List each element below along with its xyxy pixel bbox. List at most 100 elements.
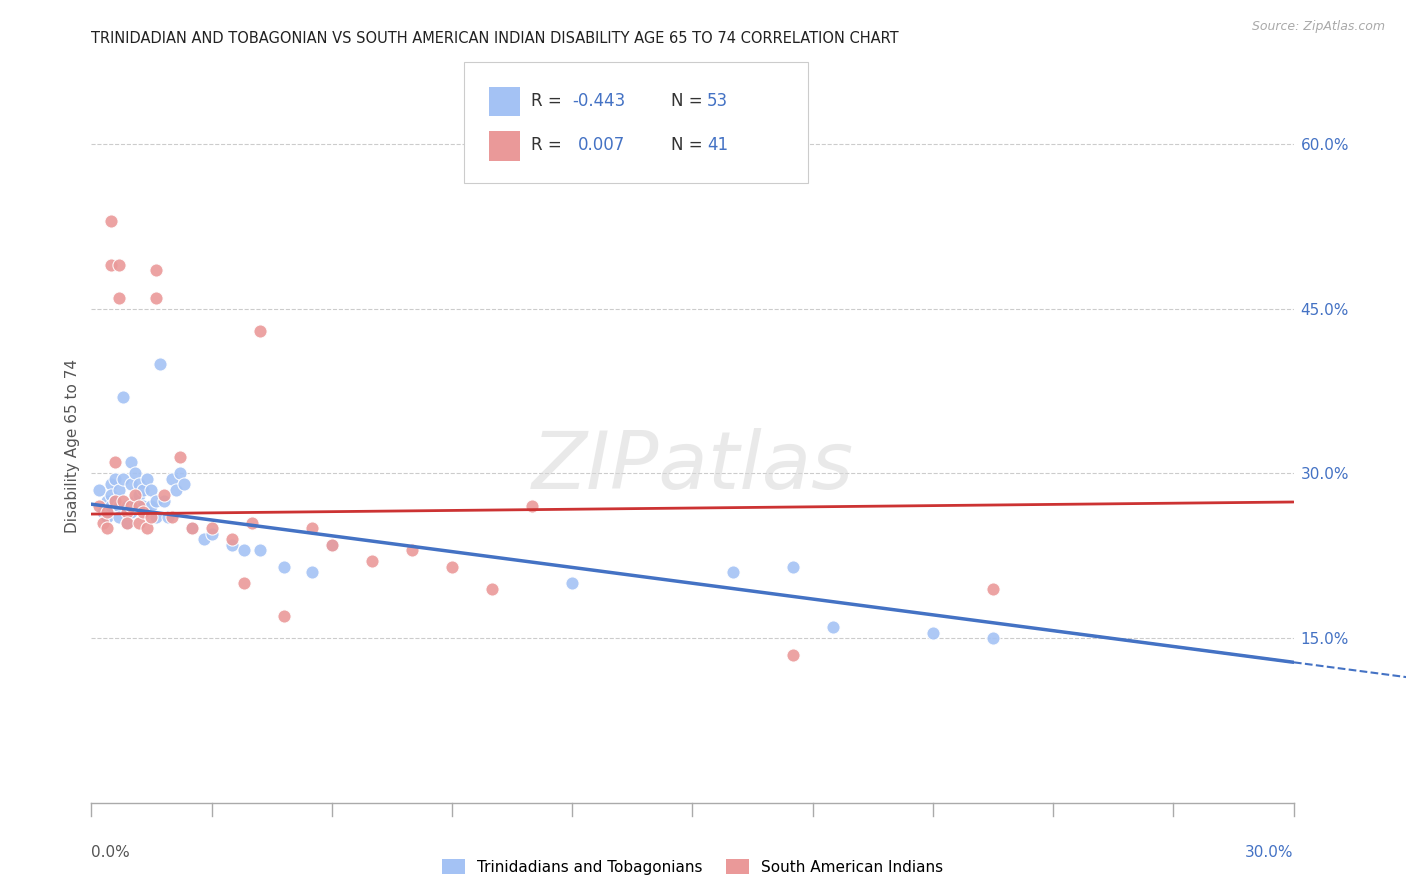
Point [301,521,323,535]
Text: -0.443: -0.443 [572,92,626,110]
Point [522,500,544,514]
Point [169,467,191,481]
Point [481,582,503,596]
Point [160,472,183,486]
Point [145,263,167,277]
Point [240,516,263,530]
Point [169,450,191,464]
Point [136,521,159,535]
Point [321,538,343,552]
Point [922,625,945,640]
Point [128,516,150,530]
Point [104,472,127,486]
Point [132,483,155,497]
Point [112,390,135,404]
Point [321,538,343,552]
Point [136,472,159,486]
Point [100,500,122,514]
Point [301,566,323,580]
Point [249,324,271,338]
Point [108,258,131,272]
Point [152,494,174,508]
Point [152,488,174,502]
Point [141,483,163,497]
Point [981,631,1004,645]
Point [96,494,118,508]
Point [121,505,143,519]
Point [100,258,122,272]
Point [121,477,143,491]
Point [121,455,143,469]
Point [128,488,150,502]
Point [117,516,139,530]
Point [145,291,167,305]
Point [108,291,131,305]
Point [173,477,195,491]
Point [561,576,583,591]
Point [104,455,127,469]
Point [165,483,187,497]
Point [721,566,744,580]
Text: 41: 41 [707,136,728,154]
Point [128,477,150,491]
Point [108,483,131,497]
Text: 53: 53 [707,92,728,110]
Point [201,521,224,535]
Point [782,559,804,574]
Point [981,582,1004,596]
Point [93,505,115,519]
Point [128,500,150,514]
Text: Source: ZipAtlas.com: Source: ZipAtlas.com [1251,20,1385,33]
Point [100,488,122,502]
Point [180,521,202,535]
Point [96,521,118,535]
Point [273,559,295,574]
Text: ZIPatlas: ZIPatlas [531,428,853,507]
Legend: Trinidadians and Tobagonians, South American Indians: Trinidadians and Tobagonians, South Amer… [436,853,949,880]
Point [180,521,202,535]
Point [148,357,170,371]
Point [160,510,183,524]
Point [141,500,163,514]
Point [249,543,271,558]
Point [124,488,146,502]
Point [117,505,139,519]
Point [193,533,215,547]
Point [221,538,243,552]
Point [108,500,131,514]
Point [96,510,118,524]
Point [132,505,155,519]
Point [100,214,122,228]
Point [93,516,115,530]
Text: R =: R = [531,136,572,154]
Point [156,510,179,524]
Point [117,516,139,530]
Point [221,533,243,547]
Point [121,500,143,514]
Point [141,510,163,524]
Point [89,483,111,497]
Point [232,543,254,558]
Text: 30.0%: 30.0% [1246,845,1294,860]
Point [273,609,295,624]
Point [104,494,127,508]
Text: R =: R = [531,92,568,110]
Point [112,472,135,486]
Y-axis label: Disability Age 65 to 74: Disability Age 65 to 74 [65,359,80,533]
Point [145,494,167,508]
Point [112,494,135,508]
Point [96,505,118,519]
Point [89,500,111,514]
Point [132,500,155,514]
Point [117,500,139,514]
Point [821,620,844,634]
Text: 0.007: 0.007 [578,136,626,154]
Text: N =: N = [671,136,707,154]
Point [124,494,146,508]
Point [440,559,463,574]
Point [232,576,254,591]
Point [136,505,159,519]
Point [104,494,127,508]
Point [360,554,382,568]
Text: N =: N = [671,92,707,110]
